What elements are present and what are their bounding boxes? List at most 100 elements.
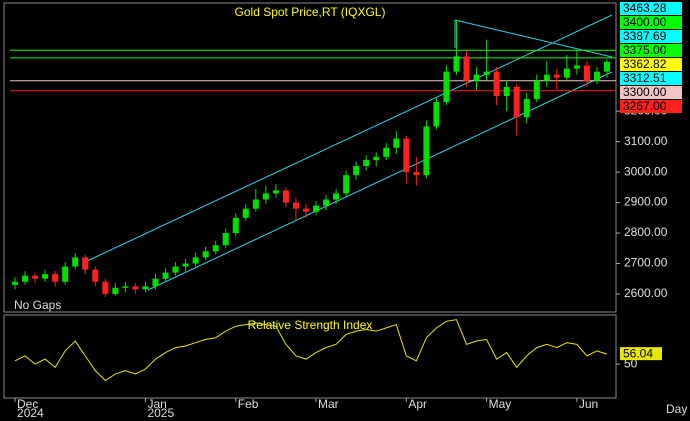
- year-label: 2024: [17, 406, 44, 420]
- candle-body: [433, 102, 440, 127]
- candle-body: [553, 74, 560, 78]
- candle-body: [152, 278, 159, 287]
- candle-body: [413, 172, 420, 176]
- triangle-line: [454, 19, 613, 58]
- candle-body: [52, 274, 59, 282]
- candle-body: [12, 281, 19, 285]
- candle-body: [242, 208, 249, 218]
- candle-body: [272, 190, 279, 194]
- candle-body: [353, 166, 360, 176]
- candle-body: [172, 266, 179, 273]
- price-level-box: [620, 100, 682, 113]
- price-level-label: 3463.28: [623, 1, 667, 15]
- candle-body: [102, 281, 109, 294]
- candle-body: [122, 286, 129, 288]
- x-tick-label: Jun: [579, 397, 598, 411]
- candle-body: [142, 286, 149, 290]
- candle-body: [523, 99, 530, 118]
- channel-lower: [147, 71, 613, 291]
- y-tick-label: 3000.00: [624, 164, 668, 178]
- y-tick-label: 2600.00: [624, 286, 668, 300]
- candle-body: [212, 245, 219, 252]
- price-level-label: 3267.00: [623, 99, 667, 113]
- candle-body: [373, 156, 380, 160]
- candle-body: [423, 126, 430, 176]
- x-tick-label: Jan: [147, 397, 166, 411]
- year-label: 2025: [147, 406, 174, 420]
- candle-body: [403, 138, 410, 173]
- rsi-last-label: 56.04: [623, 346, 653, 360]
- note: No Gaps: [14, 298, 61, 312]
- price-level-box: [620, 2, 682, 15]
- candle-body: [363, 159, 370, 167]
- rsi-title: Relative Strength Index: [248, 318, 373, 332]
- price-level-box: [620, 86, 682, 99]
- rsi-panel: [3, 314, 617, 399]
- candle-body: [232, 217, 239, 234]
- candle-body: [302, 208, 309, 212]
- rsi-last-box: [620, 347, 662, 361]
- x-unit: Day: [666, 402, 687, 416]
- chart-title: Gold Spot Price,RT (IQXGL): [235, 5, 386, 19]
- price-level-box: [620, 16, 682, 29]
- candle-body: [493, 71, 500, 96]
- candle-body: [112, 287, 119, 294]
- candle-body: [573, 65, 580, 69]
- price-level-label: 3362.82: [623, 57, 667, 71]
- x-tick-label: Feb: [238, 397, 259, 411]
- candle-body: [443, 71, 450, 103]
- y-tick-label: 2700.00: [624, 256, 668, 270]
- candle-body: [132, 286, 139, 290]
- price-level-label: 3375.00: [623, 43, 667, 57]
- y-tick-label: 2800.00: [624, 225, 668, 239]
- candle-body: [313, 205, 320, 212]
- rsi-line: [14, 319, 608, 382]
- candle-body: [583, 65, 590, 81]
- candle-body: [22, 275, 29, 282]
- price-level-box: [620, 72, 682, 85]
- price-level-box: [620, 58, 682, 71]
- candle-body: [503, 86, 510, 96]
- candle-body: [323, 199, 330, 206]
- candle-body: [162, 272, 169, 279]
- candle-body: [463, 56, 470, 81]
- candle-body: [82, 257, 89, 270]
- x-tick-label: May: [489, 397, 512, 411]
- price-level-label: 3312.51: [623, 71, 667, 85]
- candle-body: [202, 251, 209, 258]
- y-tick-label: 3100.00: [624, 134, 668, 148]
- candle-body: [453, 56, 460, 72]
- candle-body: [543, 74, 550, 81]
- candle-body: [222, 233, 229, 246]
- candle-body: [473, 74, 480, 81]
- candle-body: [333, 193, 340, 200]
- price-level-label: 3387.69: [623, 29, 667, 43]
- candle-body: [292, 202, 299, 209]
- candle-body: [393, 138, 400, 148]
- candle-body: [62, 266, 69, 282]
- price-level-box: [620, 30, 682, 43]
- x-tick-label: Dec: [17, 397, 38, 411]
- candle-body: [593, 71, 600, 81]
- candle-body: [563, 68, 570, 78]
- candle-body: [192, 257, 199, 264]
- price-level-label: 3400.00: [623, 15, 667, 29]
- candle-body: [32, 275, 39, 279]
- candle-body: [252, 199, 259, 209]
- candle-body: [343, 175, 350, 194]
- x-tick-label: Apr: [408, 397, 427, 411]
- candle-body: [513, 86, 520, 118]
- candle-body: [72, 257, 79, 267]
- candle-body: [282, 190, 289, 203]
- candle-body: [42, 274, 49, 279]
- channel-upper: [84, 14, 613, 263]
- candle-body: [483, 71, 490, 75]
- price-panel: [3, 2, 617, 313]
- y-tick-label: 2900.00: [624, 195, 668, 209]
- price-level-box: [620, 44, 682, 57]
- candle-body: [182, 263, 189, 267]
- candle-body: [262, 193, 269, 200]
- candle-body: [92, 269, 99, 282]
